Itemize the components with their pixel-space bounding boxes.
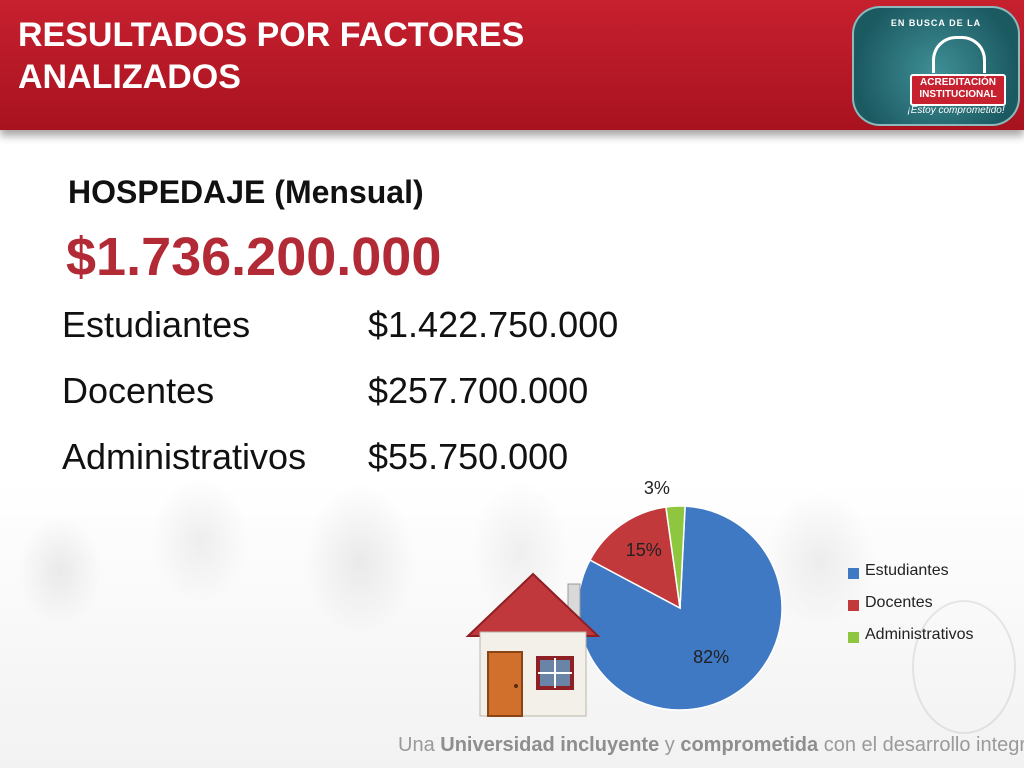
breakdown-value: $55.750.000 <box>368 436 569 477</box>
breakdown-label: Docentes <box>62 370 215 411</box>
breakdown-value: $1.422.750.000 <box>368 304 619 345</box>
accreditation-logo: EN BUSCA DE LA ACREDITACIÓN INSTITUCIONA… <box>852 6 1020 126</box>
logo-line2: INSTITUCIONAL <box>919 89 997 100</box>
footer-bold: comprometida <box>680 734 819 756</box>
university-seal-watermark <box>912 600 1016 734</box>
logo-tagline: ¡Estoy comprometido! <box>907 105 1005 116</box>
pie-slice-docentes <box>588 506 681 610</box>
breakdown-label: Estudiantes <box>62 304 251 345</box>
footer-part: Una <box>398 734 441 756</box>
total-amount: $1.736.200.000 <box>66 227 442 287</box>
legend-label: Docentes <box>865 594 933 611</box>
breakdown-label: Administrativos <box>62 436 307 477</box>
footer-bold: Universidad incluyente <box>440 734 660 756</box>
logo-line1: ACREDITACIÓN <box>920 77 996 88</box>
pie-data-label: 82% <box>693 647 729 667</box>
pie-chart: 82% 15% 3% <box>577 478 783 711</box>
pie-data-label: 15% <box>626 540 662 560</box>
house-icon <box>465 572 601 717</box>
header-bar: RESULTADOS POR FACTORES ANALIZADOS EN BU… <box>0 0 1024 130</box>
pie-slice-administrativos <box>665 505 686 609</box>
pie-data-label: 3% <box>644 478 670 498</box>
footer-slogan: Una Universidad incluyente y comprometid… <box>398 734 1024 757</box>
legend-swatch <box>848 568 859 579</box>
section-subtitle: HOSPEDAJE (Mensual) <box>68 174 424 210</box>
logo-banner: ACREDITACIÓN INSTITUCIONAL <box>910 74 1006 106</box>
breakdown-value: $257.700.000 <box>368 370 589 411</box>
slide-title: RESULTADOS POR FACTORES ANALIZADOS <box>18 16 525 96</box>
footer-part: con el desarrollo integral <box>818 734 1024 756</box>
legend-label: Estudiantes <box>865 562 949 579</box>
footer-part: y <box>659 734 681 756</box>
legend-swatch <box>848 600 859 611</box>
logo-arch-icon <box>932 36 986 73</box>
legend-swatch <box>848 632 859 643</box>
logo-top-text: EN BUSCA DE LA <box>890 18 982 28</box>
